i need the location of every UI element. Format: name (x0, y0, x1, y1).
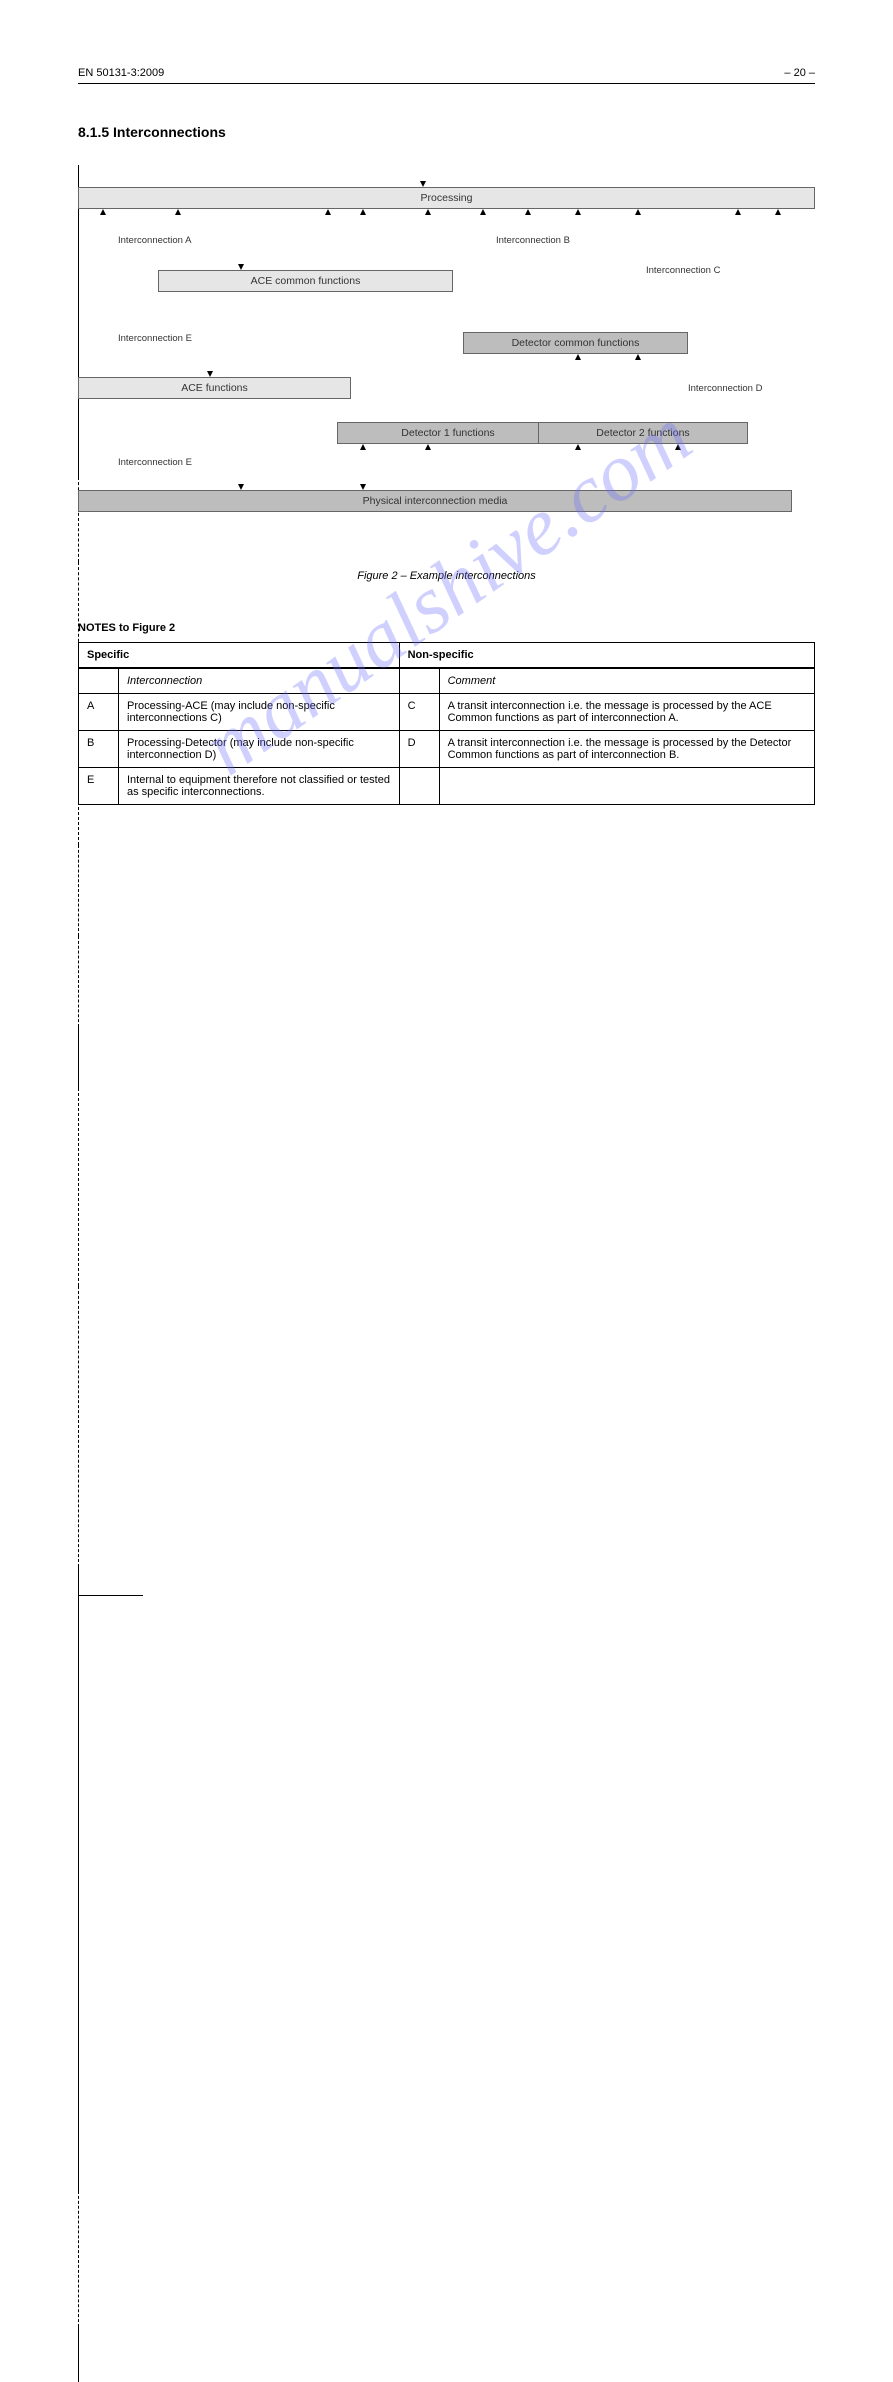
arrow-up-icon (175, 209, 181, 215)
page-header: EN 50131-3:2009 – 20 – (78, 60, 815, 84)
line (78, 1027, 79, 1088)
line (78, 1877, 79, 2000)
table-row: E Internal to equipment therefore not cl… (79, 768, 815, 805)
table-subheader-row: Interconnection Comment (79, 668, 815, 694)
group-header-specific: Specific (79, 643, 400, 669)
group-header-nonspecific: Non-specific (399, 643, 814, 669)
line-dashed (78, 1088, 79, 1286)
table-header-row: Specific Non-specific (79, 643, 815, 669)
line (78, 1595, 143, 1596)
arrow-up-icon (675, 444, 681, 450)
line (78, 1567, 79, 1595)
box-label: Detector common functions (512, 337, 640, 349)
box-label: Detector 2 functions (596, 427, 689, 439)
label-interconnection-e1: Interconnection E (118, 333, 192, 344)
col-blank1 (79, 668, 119, 694)
box-label: Physical interconnection media (363, 495, 508, 507)
notes-table: Specific Non-specific Interconnection Co… (78, 642, 815, 805)
box-processing: Processing (78, 187, 815, 209)
cell (399, 768, 439, 805)
cell: A transit interconnection i.e. the messa… (439, 731, 814, 768)
arrow-up-icon (735, 209, 741, 215)
col-interconnection: Interconnection (119, 668, 400, 694)
arrow-up-icon (575, 354, 581, 360)
arrow-line (78, 165, 79, 187)
arrow-up-icon (635, 354, 641, 360)
line (78, 1596, 79, 1877)
arrow-up-icon (425, 209, 431, 215)
figure-caption: Figure 2 – Example interconnections (78, 570, 815, 582)
interconnections-diagram: Processing ACE common functions ACE func… (78, 165, 815, 525)
cell: E (79, 768, 119, 805)
arrow-up-icon (100, 209, 106, 215)
cell: A (79, 694, 119, 731)
page: EN 50131-3:2009 – 20 – 8.1.5 Interconnec… (78, 60, 815, 140)
arrow-up-icon (360, 209, 366, 215)
line (78, 2327, 79, 2382)
arrow-up-icon (575, 444, 581, 450)
label-interconnection-e2: Interconnection E (118, 457, 192, 468)
box-label: ACE common functions (251, 275, 361, 287)
box-ace-common: ACE common functions (158, 270, 453, 292)
arrow-up-icon (325, 209, 331, 215)
arrow-up-icon (360, 444, 366, 450)
arrow-up-icon (775, 209, 781, 215)
box-detector-common: Detector common functions (463, 332, 688, 354)
line-dashed (78, 1286, 79, 1567)
table-row: A Processing-ACE (may include non-specif… (79, 694, 815, 731)
box-ace-functions: ACE functions (78, 377, 351, 399)
cell (439, 768, 814, 805)
box-detector-2: Detector 2 functions (538, 422, 748, 444)
cell: Processing-Detector (may include non-spe… (119, 731, 400, 768)
arrow-down-icon (360, 484, 366, 490)
arrow-up-icon (425, 444, 431, 450)
label-interconnection-d: Interconnection D (688, 383, 762, 394)
line (78, 416, 79, 477)
arrow-up-icon (575, 209, 581, 215)
cell: C (399, 694, 439, 731)
box-label: Processing (421, 192, 473, 204)
col-blank2 (399, 668, 439, 694)
col-comment: Comment (439, 668, 814, 694)
box-physical: Physical interconnection media (78, 490, 792, 512)
arrow-down-icon (207, 371, 213, 377)
cell: D (399, 731, 439, 768)
cell: B (79, 731, 119, 768)
label-interconnection-b: Interconnection B (496, 235, 570, 246)
line (78, 187, 79, 355)
box-detector-1: Detector 1 functions (337, 422, 559, 444)
header-left: EN 50131-3:2009 (78, 67, 164, 79)
label-interconnection-a: Interconnection A (118, 235, 191, 246)
arrow-down-icon (238, 484, 244, 490)
figure-section: Figure 2 – Example interconnections NOTE… (78, 545, 815, 805)
line-dashed (78, 845, 79, 936)
line (78, 2068, 79, 2191)
label-interconnection-c: Interconnection C (646, 265, 720, 276)
arrow-up-icon (525, 209, 531, 215)
box-label: ACE functions (181, 382, 248, 394)
notes-title: NOTES to Figure 2 (78, 622, 815, 634)
line (78, 2000, 79, 2068)
arrow-up-icon (635, 209, 641, 215)
table-row: B Processing-Detector (may include non-s… (79, 731, 815, 768)
arrow-up-icon (480, 209, 486, 215)
box-label: Detector 1 functions (401, 427, 494, 439)
arrow-down-icon (238, 264, 244, 270)
line-dashed (78, 936, 79, 1027)
cell: A transit interconnection i.e. the messa… (439, 694, 814, 731)
cell: Processing-ACE (may include non-specific… (119, 694, 400, 731)
section-heading: 8.1.5 Interconnections (78, 124, 815, 140)
cell: Internal to equipment therefore not clas… (119, 768, 400, 805)
header-right: – 20 – (784, 67, 815, 79)
line-dashed (78, 2191, 79, 2327)
